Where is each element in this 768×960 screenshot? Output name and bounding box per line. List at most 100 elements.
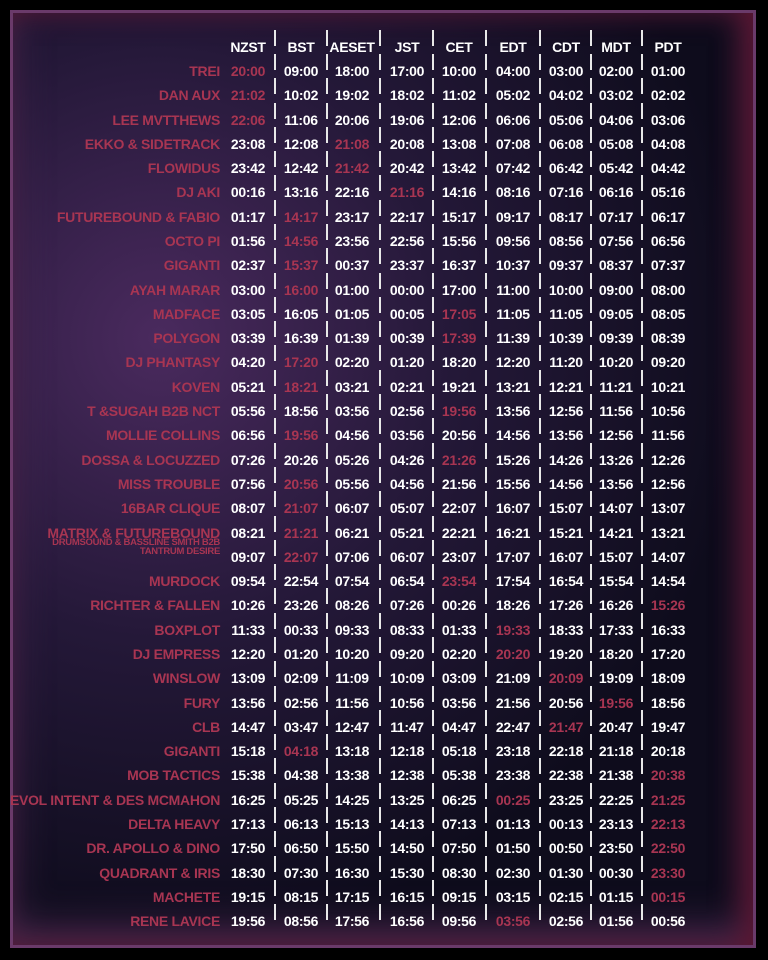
- artist-name: DJ EMPRESS: [132, 645, 221, 662]
- set-time: 22:21: [441, 524, 477, 541]
- column-separator: [641, 734, 643, 751]
- set-time: 11:02: [442, 87, 476, 104]
- column-separator: [485, 296, 487, 313]
- set-time: 11:05: [549, 305, 583, 322]
- set-time: 13:16: [283, 184, 319, 201]
- column-separator: [378, 855, 381, 872]
- set-time: 19:02: [334, 87, 370, 104]
- set-time: 03:39: [230, 330, 266, 347]
- set-time: 06:42: [548, 160, 584, 177]
- column-separator: [432, 272, 434, 289]
- column-separator: [485, 782, 487, 799]
- set-time: 12:20: [495, 354, 531, 371]
- set-time: 23:37: [389, 257, 425, 274]
- set-time: 02:20: [334, 354, 370, 371]
- set-time: 10:20: [334, 645, 370, 662]
- set-time: 19:06: [389, 111, 425, 128]
- set-time: 11:47: [390, 718, 424, 735]
- set-time: 09:33: [334, 621, 370, 638]
- column-header: EDT: [499, 39, 527, 55]
- set-time: 17:39: [441, 330, 477, 347]
- column-separator: [325, 175, 328, 192]
- artist-name: GIGANTI: [163, 257, 221, 274]
- set-time: 05:18: [441, 743, 477, 760]
- set-time: 19:56: [283, 427, 319, 444]
- column-separator: [485, 369, 487, 386]
- column-separator: [485, 588, 487, 605]
- column-separator: [538, 904, 541, 921]
- set-time: 08:05: [650, 305, 686, 322]
- column-separator: [378, 224, 381, 241]
- column-separator: [325, 418, 328, 435]
- column-separator: [641, 709, 643, 726]
- set-time: 13:56: [495, 403, 531, 420]
- set-time: 20:26: [283, 451, 319, 468]
- column-separator: [432, 661, 434, 678]
- set-time: 18:21: [283, 378, 319, 395]
- set-time: 21:42: [334, 160, 370, 177]
- column-separator: [590, 539, 592, 556]
- set-time: 07:37: [650, 257, 686, 274]
- set-time: 18:26: [495, 597, 531, 614]
- set-time: 08:17: [548, 208, 584, 225]
- column-separator: [485, 345, 487, 362]
- column-separator: [485, 636, 487, 653]
- set-time: 23:38: [495, 767, 531, 784]
- column-separator: [432, 175, 434, 192]
- artist-name: 16BAR CLIQUE: [120, 500, 220, 517]
- set-time: 23:42: [230, 160, 266, 177]
- set-time: 03:21: [334, 378, 370, 395]
- column-separator: [325, 685, 328, 702]
- column-separator: [538, 758, 541, 775]
- set-time: 22:56: [389, 233, 425, 250]
- column-separator: [325, 806, 328, 823]
- column-separator: [378, 175, 381, 192]
- column-header: BST: [287, 39, 315, 55]
- column-separator: [590, 782, 592, 799]
- set-time: 05:02: [495, 87, 531, 104]
- column-separator: [641, 806, 643, 823]
- set-time: 01:20: [283, 645, 319, 662]
- column-separator: [485, 199, 487, 216]
- set-time: 12:56: [598, 427, 634, 444]
- set-time: 07:26: [230, 451, 266, 468]
- set-time: 00:37: [334, 257, 370, 274]
- column-separator: [378, 806, 381, 823]
- column-separator: [485, 855, 487, 872]
- set-time: 07:08: [495, 135, 531, 152]
- set-time: 00:30: [598, 864, 634, 881]
- column-separator: [273, 491, 276, 508]
- column-separator: [432, 515, 434, 532]
- set-time: 14:13: [389, 815, 425, 832]
- set-time: 02:30: [495, 864, 531, 881]
- column-separator: [485, 515, 487, 532]
- set-time: 15:07: [548, 500, 584, 517]
- set-time: 02:21: [389, 378, 425, 395]
- column-separator: [538, 515, 541, 532]
- set-time: 08:39: [650, 330, 686, 347]
- column-separator: [538, 685, 541, 702]
- column-separator: [325, 709, 328, 726]
- column-separator: [538, 661, 541, 678]
- column-separator: [590, 151, 592, 168]
- set-time: 18:33: [548, 621, 584, 638]
- column-separator: [538, 54, 541, 70]
- set-time: 05:26: [334, 451, 370, 468]
- set-time: 10:56: [650, 403, 686, 420]
- set-time: 03:56: [389, 427, 425, 444]
- column-separator: [378, 636, 381, 653]
- set-time: 07:56: [598, 233, 634, 250]
- set-time: 11:05: [496, 305, 530, 322]
- set-time: 21:56: [441, 475, 477, 492]
- column-separator: [641, 879, 643, 896]
- set-time: 18:56: [283, 403, 319, 420]
- set-time: 14:50: [389, 840, 425, 857]
- set-time: 11:56: [599, 403, 633, 420]
- column-separator: [378, 879, 381, 896]
- column-separator: [432, 685, 434, 702]
- set-time: 01:17: [230, 208, 266, 225]
- set-time: 04:38: [283, 767, 319, 784]
- set-time: 18:30: [230, 864, 266, 881]
- column-separator: [378, 466, 381, 483]
- set-time: 03:56: [334, 403, 370, 420]
